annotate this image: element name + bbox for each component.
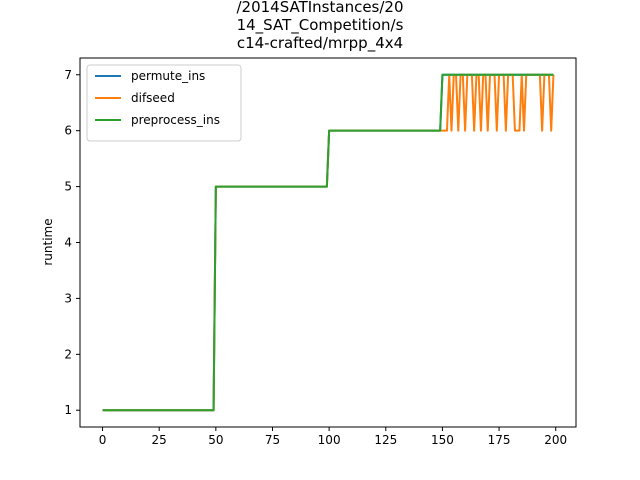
y-axis: 1 2 3 4 5 6 7 bbox=[64, 68, 80, 417]
chart-title-line-2: 14_SAT_Competition/s bbox=[237, 16, 404, 35]
series-line-preprocess_ins bbox=[102, 73, 554, 412]
y-tick-label-6: 7 bbox=[64, 68, 72, 82]
plot-lines bbox=[102, 73, 555, 412]
x-tick-label-8: 200 bbox=[544, 433, 567, 447]
x-tick-label-0: 0 bbox=[99, 433, 107, 447]
x-tick-label-3: 75 bbox=[265, 433, 280, 447]
x-tick-label-4: 100 bbox=[318, 433, 341, 447]
x-tick-label-7: 175 bbox=[488, 433, 511, 447]
legend-box bbox=[86, 64, 242, 142]
x-tick-label-2: 50 bbox=[208, 433, 223, 447]
legend-label-difseed: difseed bbox=[131, 91, 175, 105]
y-tick-label-4: 5 bbox=[64, 180, 72, 194]
y-tick-label-1: 2 bbox=[64, 347, 72, 361]
y-tick-label-0: 1 bbox=[64, 403, 72, 417]
x-tick-label-1: 25 bbox=[152, 433, 167, 447]
legend-label-preprocess_ins: preprocess_ins bbox=[131, 113, 220, 127]
x-axis: 0 25 50 75 100 125 150 175 200 bbox=[99, 427, 567, 447]
x-tick-label-5: 125 bbox=[374, 433, 397, 447]
chart-title-line-3: c14-crafted/mrpp_4x4 bbox=[237, 34, 403, 53]
y-tick-label-2: 3 bbox=[64, 291, 72, 305]
x-tick-label-6: 150 bbox=[431, 433, 454, 447]
chart-title-line-1: /2014SATInstances/20 bbox=[236, 0, 403, 16]
y-tick-label-3: 4 bbox=[64, 236, 72, 250]
chart-title: /2014SATInstances/20 14_SAT_Competition/… bbox=[236, 0, 403, 53]
y-axis-label: runtime bbox=[41, 218, 55, 265]
y-tick-label-5: 6 bbox=[64, 124, 72, 138]
legend-label-permute_ins: permute_ins bbox=[131, 69, 205, 83]
